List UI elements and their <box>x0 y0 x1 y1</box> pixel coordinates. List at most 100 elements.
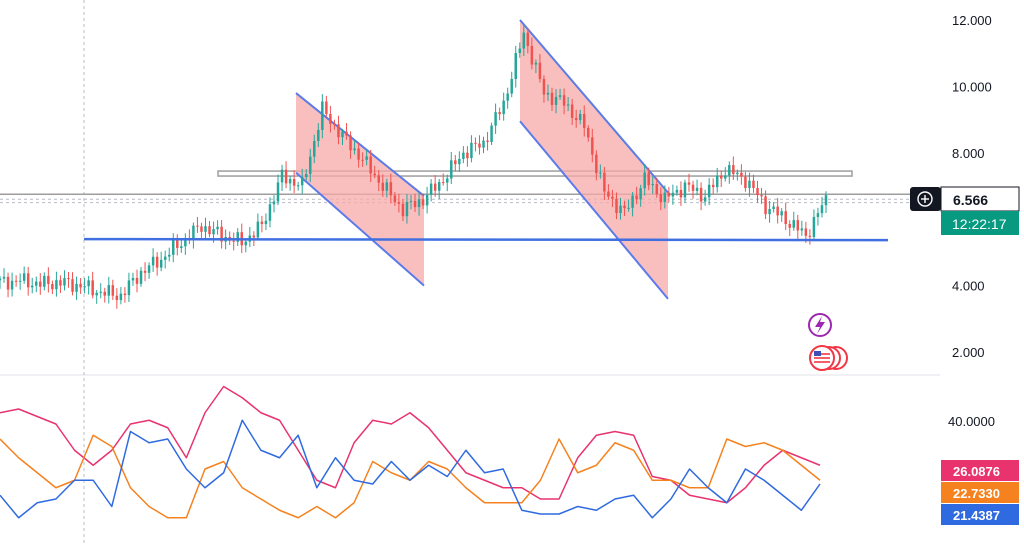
candle-body <box>784 211 787 225</box>
oscillator-pane <box>0 385 821 519</box>
candle-body <box>39 281 42 287</box>
candle-body <box>728 165 731 176</box>
candle-body <box>91 280 94 296</box>
candle-body <box>280 169 284 183</box>
candle-body <box>691 184 695 191</box>
channel-lower-line[interactable] <box>519 120 669 300</box>
candle-body <box>772 206 775 209</box>
candle-body <box>780 211 783 216</box>
candle-body <box>204 226 207 232</box>
candle-body <box>361 159 364 161</box>
candle-body <box>715 175 719 188</box>
candle-body <box>321 101 324 130</box>
oscillator-line <box>0 385 821 504</box>
candle-body <box>647 172 650 186</box>
candle-body <box>103 291 107 296</box>
candle-body <box>530 46 534 65</box>
candle-body <box>421 199 425 206</box>
oscillator-axis: 40.0000 <box>948 414 995 429</box>
candle-body <box>192 225 195 241</box>
candle-body <box>252 235 256 238</box>
price-tick-label: 12.000 <box>952 13 992 28</box>
candle-body <box>333 123 336 125</box>
countdown-label: 12:22:17 <box>952 216 1007 232</box>
candle-body <box>208 226 211 235</box>
candle-body <box>51 283 54 290</box>
candle-body <box>554 96 558 105</box>
candle-body <box>389 182 393 196</box>
candle-body <box>172 240 175 255</box>
candle-body <box>724 175 727 179</box>
candle-body <box>462 152 465 159</box>
lightning-icon[interactable] <box>808 313 832 337</box>
support-line[interactable] <box>83 237 889 242</box>
candle-body <box>732 165 735 175</box>
candle-body <box>454 160 457 165</box>
candle-body <box>385 182 389 191</box>
channel-lower-line[interactable] <box>295 171 425 287</box>
candle-body <box>349 135 352 151</box>
osc-value-2: 22.7330 <box>953 486 1000 501</box>
candle-body <box>429 183 433 195</box>
candle-body <box>643 172 646 189</box>
candle-body <box>292 178 296 186</box>
candle-body <box>458 158 461 165</box>
last-price-tag: 6.566 12:22:17 <box>910 186 1020 235</box>
candle-body <box>10 280 14 290</box>
candle-body <box>788 224 791 228</box>
candle-body <box>304 174 308 178</box>
candle-body <box>95 292 98 296</box>
candle-body <box>232 240 235 242</box>
candle-body <box>740 172 743 177</box>
candle-body <box>820 205 824 214</box>
add-alert-icon[interactable] <box>917 191 933 207</box>
candle-body <box>67 278 70 280</box>
candle-body <box>220 226 223 242</box>
candle-body <box>256 221 260 238</box>
us-flag-icon[interactable] <box>809 345 848 371</box>
candle-body <box>764 196 767 215</box>
candle-body <box>711 184 715 188</box>
channel-upper-line[interactable] <box>519 19 669 194</box>
price-pane <box>0 19 940 309</box>
candle-body <box>272 201 276 205</box>
candle-body <box>566 104 570 106</box>
channel-upper-line[interactable] <box>295 92 425 197</box>
candle-body <box>79 283 82 288</box>
candle-body <box>514 53 517 79</box>
candle-body <box>417 199 421 208</box>
candle-body <box>63 278 66 286</box>
resistance-zone[interactable] <box>217 170 853 177</box>
candle-body <box>433 183 437 191</box>
candle-body <box>768 208 771 215</box>
candle-body <box>482 140 485 148</box>
candle-body <box>627 207 630 209</box>
candle-body <box>83 286 86 288</box>
candle-body <box>812 216 816 237</box>
candle-body <box>659 194 663 203</box>
candle-body <box>329 114 332 124</box>
candle-body <box>595 154 598 174</box>
candle-body <box>325 101 328 115</box>
candle-body <box>2 276 6 279</box>
candle-body <box>719 175 723 179</box>
candle-body <box>260 221 264 225</box>
candle-body <box>635 195 638 200</box>
candle-body <box>494 112 497 126</box>
candle-body <box>603 172 606 192</box>
osc-value-3: 21.4387 <box>953 508 1000 523</box>
candle-body <box>135 277 139 284</box>
candle-body <box>611 196 614 199</box>
candle-body <box>679 189 683 198</box>
candle-body <box>824 195 828 206</box>
candle-body <box>264 220 268 225</box>
candle-body <box>147 265 151 273</box>
candle-body <box>800 228 804 231</box>
channel-fill <box>296 93 424 286</box>
candle-body <box>792 220 796 228</box>
candle-body <box>808 235 812 237</box>
candle-body <box>550 92 554 105</box>
candle-body <box>583 113 586 128</box>
candle-body <box>0 278 2 281</box>
candle-body <box>570 104 574 118</box>
